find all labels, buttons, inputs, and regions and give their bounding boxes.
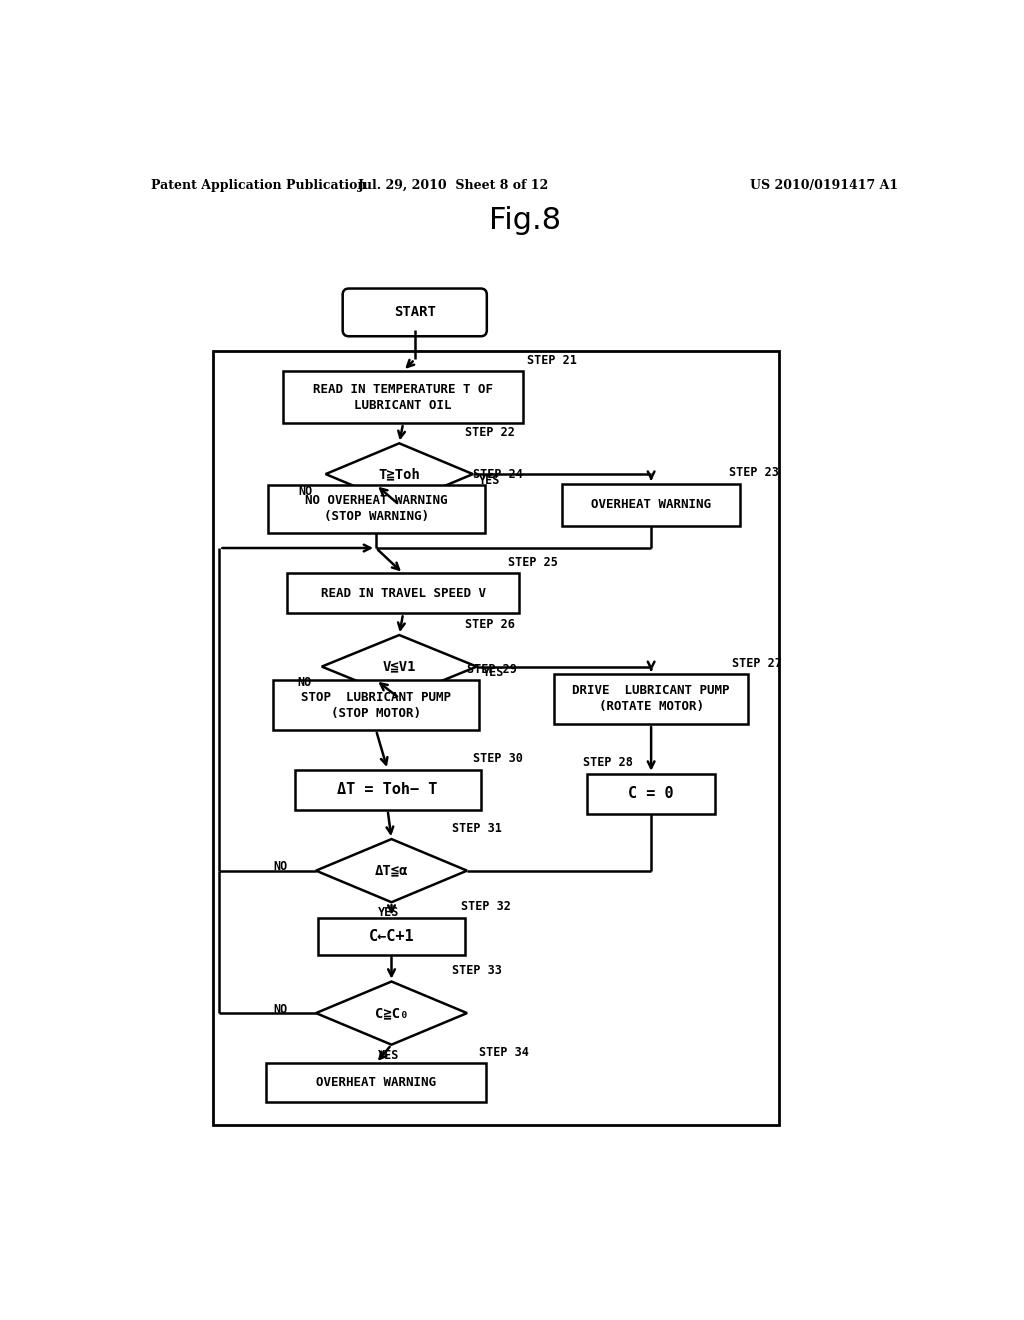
Text: Patent Application Publication: Patent Application Publication [152,178,367,191]
Text: YES: YES [479,474,501,487]
FancyBboxPatch shape [587,774,715,813]
FancyBboxPatch shape [273,680,478,730]
Text: STEP 34: STEP 34 [478,1045,528,1059]
Text: ΔT = Toh− T: ΔT = Toh− T [338,783,438,797]
Text: STEP 32: STEP 32 [461,900,511,913]
Text: STOP  LUBRICANT PUMP
(STOP MOTOR): STOP LUBRICANT PUMP (STOP MOTOR) [301,690,451,719]
Text: NO: NO [273,861,288,874]
Text: NO: NO [273,1003,288,1016]
Polygon shape [322,635,477,698]
Text: STEP 25: STEP 25 [508,556,558,569]
Text: NO OVERHEAT WARNING
(STOP WARNING): NO OVERHEAT WARNING (STOP WARNING) [305,494,447,523]
Text: ΔT≦α: ΔT≦α [375,863,409,878]
Text: OVERHEAT WARNING: OVERHEAT WARNING [316,1076,436,1089]
FancyBboxPatch shape [317,917,465,954]
FancyBboxPatch shape [265,1063,486,1102]
Text: STEP 31: STEP 31 [452,822,502,834]
Text: C←C+1: C←C+1 [369,928,415,944]
FancyBboxPatch shape [554,675,748,723]
Text: T≧Toh: T≧Toh [378,467,420,480]
FancyBboxPatch shape [343,289,486,337]
Text: STEP 33: STEP 33 [452,964,502,977]
Text: Jul. 29, 2010  Sheet 8 of 12: Jul. 29, 2010 Sheet 8 of 12 [357,178,549,191]
Text: STEP 22: STEP 22 [465,426,515,440]
Text: STEP 26: STEP 26 [465,618,515,631]
Text: YES: YES [483,667,505,680]
FancyBboxPatch shape [213,351,779,1125]
FancyBboxPatch shape [267,484,484,533]
Text: STEP 30: STEP 30 [473,752,522,766]
Text: DRIVE  LUBRICANT PUMP
(ROTATE MOTOR): DRIVE LUBRICANT PUMP (ROTATE MOTOR) [572,685,730,713]
Text: STEP 28: STEP 28 [584,756,633,770]
Text: STEP 23: STEP 23 [729,466,778,479]
Text: OVERHEAT WARNING: OVERHEAT WARNING [591,499,711,511]
Text: STEP 24: STEP 24 [473,467,522,480]
Text: READ IN TEMPERATURE T OF
LUBRICANT OIL: READ IN TEMPERATURE T OF LUBRICANT OIL [313,383,494,412]
FancyBboxPatch shape [295,770,480,810]
Text: NO: NO [297,676,311,689]
Polygon shape [316,840,467,903]
Text: READ IN TRAVEL SPEED V: READ IN TRAVEL SPEED V [321,587,485,601]
FancyBboxPatch shape [562,483,740,527]
FancyBboxPatch shape [283,371,523,424]
Text: YES: YES [378,1049,399,1063]
Text: C = 0: C = 0 [629,787,674,801]
Text: V≦V1: V≦V1 [383,660,416,673]
Polygon shape [316,982,467,1044]
Text: Fig.8: Fig.8 [488,206,561,235]
FancyBboxPatch shape [287,573,519,614]
Text: STEP 29: STEP 29 [467,663,517,676]
Text: US 2010/0191417 A1: US 2010/0191417 A1 [751,178,898,191]
Text: START: START [394,305,435,319]
Text: YES: YES [378,907,399,920]
Text: STEP 21: STEP 21 [527,354,577,367]
Text: STEP 27: STEP 27 [732,656,782,669]
Polygon shape [326,444,473,506]
Text: NO: NO [299,484,312,498]
Text: C≧C₀: C≧C₀ [375,1006,409,1020]
